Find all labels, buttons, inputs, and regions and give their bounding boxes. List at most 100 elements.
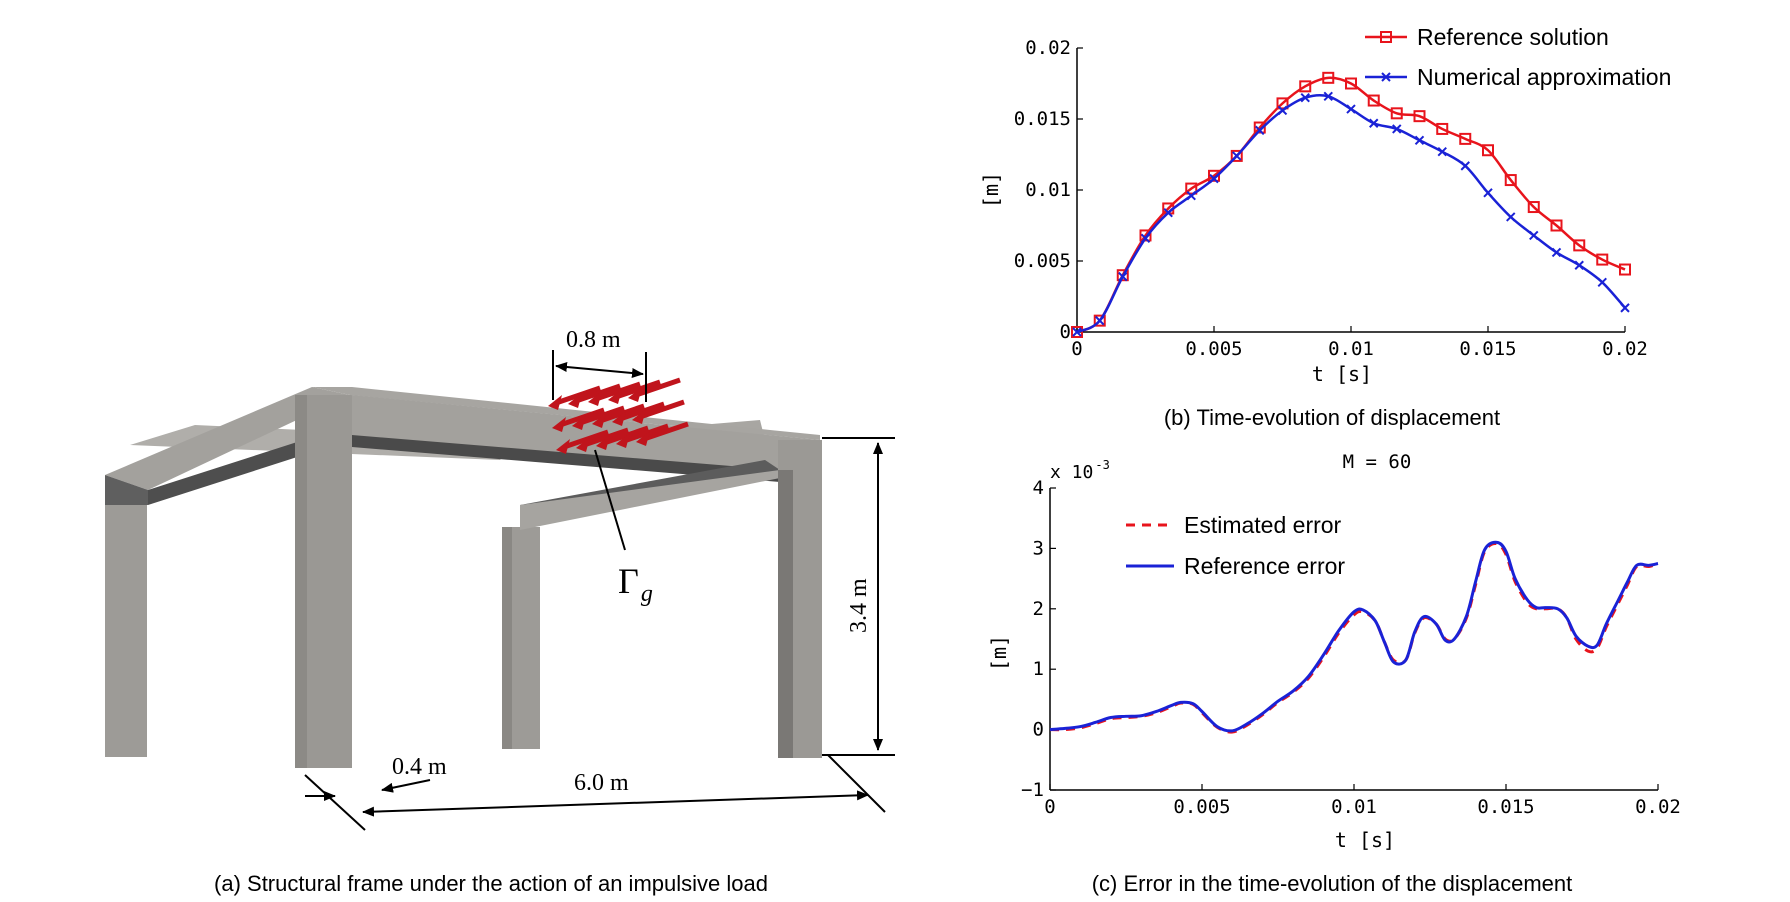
y-tick-label: 0.01 <box>1025 179 1071 201</box>
load-arrow-shaft <box>575 383 621 404</box>
series-line-reference-error <box>1049 540 1659 733</box>
load-arrow-head <box>556 439 570 454</box>
load-arrow-head <box>636 431 650 446</box>
load-arrow-shaft <box>559 407 605 428</box>
data-point-x <box>1369 118 1379 128</box>
caption-b: (b) Time-evolution of displacement <box>1164 405 1500 430</box>
load-arrow-shaft <box>623 423 669 444</box>
load-arrow-head <box>592 413 606 428</box>
y-tick-label: 0.005 <box>1014 250 1071 272</box>
data-point-square <box>1208 169 1220 182</box>
data-point-x <box>1323 91 1333 101</box>
load-arrow-head <box>548 395 562 410</box>
load-arrow-shaft <box>563 429 609 450</box>
data-point-square <box>1527 201 1540 214</box>
load-arrow-head <box>632 409 646 424</box>
chart-c-x-ticks: 0 0.005 0.01 0.015 0.02 <box>1044 784 1681 818</box>
y-tick-label: −1 <box>1021 779 1044 801</box>
load-arrow-head <box>612 411 626 426</box>
load-arrow-shaft <box>615 379 661 400</box>
structural-frame-illustration: Γg 0.8 m 3.4 m 0.4 m 6.0 m (a) Structura… <box>105 327 895 896</box>
x-tick-label: 0.015 <box>1459 338 1516 360</box>
data-point-x <box>1529 230 1539 241</box>
y-tick-label: 3 <box>1033 537 1044 559</box>
dim-height-label: 3.4 m <box>846 578 872 633</box>
data-point-x <box>1506 212 1516 222</box>
y-tick-label: 1 <box>1033 658 1044 680</box>
x-tick-label: 0 <box>1044 796 1055 818</box>
data-point-square <box>1230 149 1243 162</box>
data-point-x <box>1232 151 1242 161</box>
left-beam-top <box>105 387 350 490</box>
legend-label: Estimated error <box>1184 512 1342 538</box>
chart-b-axes <box>1076 48 1625 333</box>
dim-span-label: 6.0 m <box>574 770 629 796</box>
dim-load-width-line <box>555 362 644 378</box>
legend-label: Numerical approximation <box>1417 64 1671 90</box>
load-arrow-shaft <box>603 425 649 446</box>
data-point-square <box>1093 314 1106 327</box>
data-point-square <box>1482 144 1494 157</box>
gamma-label: Γg <box>618 561 653 607</box>
data-point-x <box>1300 92 1310 103</box>
chart-b-series <box>1071 71 1631 338</box>
load-arrow-shaft <box>579 405 625 426</box>
chart-b-x-ticks: 0 0.005 0.01 0.015 0.02 <box>1071 326 1648 360</box>
data-point-x <box>1392 124 1402 134</box>
data-point-square <box>1367 94 1380 107</box>
data-point-x <box>1381 72 1391 82</box>
caption-a: (a) Structural frame under the action of… <box>214 871 768 896</box>
data-point-x <box>1209 173 1219 184</box>
data-point-x <box>1483 188 1493 198</box>
data-point-x <box>1414 135 1425 146</box>
back-left-column <box>105 505 147 757</box>
dim-column-ext-1 <box>304 774 366 831</box>
load-arrow-shaft <box>555 385 601 406</box>
load-arrow-shaft <box>583 427 629 448</box>
load-arrow-shaft <box>635 377 681 398</box>
series-line-estimated-error <box>1049 541 1659 734</box>
legend-label: Reference error <box>1184 553 1345 579</box>
chart-c-xlabel: t [s] <box>1335 828 1395 852</box>
data-point-square <box>1322 71 1335 84</box>
displacement-chart: 0 0.005 0.01 0.015 0.02 00.0050.010.0150.02 … <box>979 24 1671 430</box>
load-arrow-shaft <box>599 403 645 424</box>
load-arrow-head <box>568 393 582 408</box>
chart-b-legend: Reference solution Numerical approximatio… <box>1365 24 1671 90</box>
x-tick-label: 0.01 <box>1331 796 1377 818</box>
data-point-square <box>1253 121 1266 134</box>
data-point-square <box>1596 253 1609 266</box>
data-point-x <box>1118 271 1128 282</box>
chart-c-title: M = 60 <box>1343 451 1412 473</box>
data-point-square <box>1185 182 1198 195</box>
chart-c-series <box>1049 540 1659 734</box>
data-point-square <box>1299 80 1312 93</box>
y-tick-label: 2 <box>1033 598 1044 620</box>
load-arrow-shaft <box>643 421 689 442</box>
chart-c-legend: Estimated error Reference error <box>1126 512 1345 579</box>
data-point-square <box>1345 77 1357 90</box>
y-tick-label: 0.02 <box>1025 37 1071 59</box>
load-arrow-head <box>572 415 586 430</box>
load-arrow-head <box>628 387 642 402</box>
x-tick-label: 0.02 <box>1602 338 1648 360</box>
data-point-x <box>1620 303 1630 313</box>
x-tick-label: 0.01 <box>1328 338 1374 360</box>
legend-label: Reference solution <box>1417 24 1609 50</box>
x-tick-label: 0.015 <box>1477 796 1534 818</box>
data-point-x <box>1140 233 1151 243</box>
back-right-column-side <box>502 527 512 749</box>
data-point-x <box>1255 125 1265 136</box>
data-point-square <box>1550 219 1563 232</box>
data-point-x <box>1186 190 1196 201</box>
y-tick-label: 0 <box>1033 719 1044 741</box>
load-arrow-head <box>588 391 602 406</box>
data-point-x <box>1163 208 1173 218</box>
data-point-x <box>1072 327 1082 337</box>
impulsive-load-arrows <box>548 377 689 454</box>
load-arrow-head <box>552 417 566 432</box>
data-point-x <box>1551 247 1562 258</box>
data-point-x <box>1346 104 1356 114</box>
load-arrow-shaft <box>639 399 685 420</box>
right-beam-face <box>520 470 780 530</box>
